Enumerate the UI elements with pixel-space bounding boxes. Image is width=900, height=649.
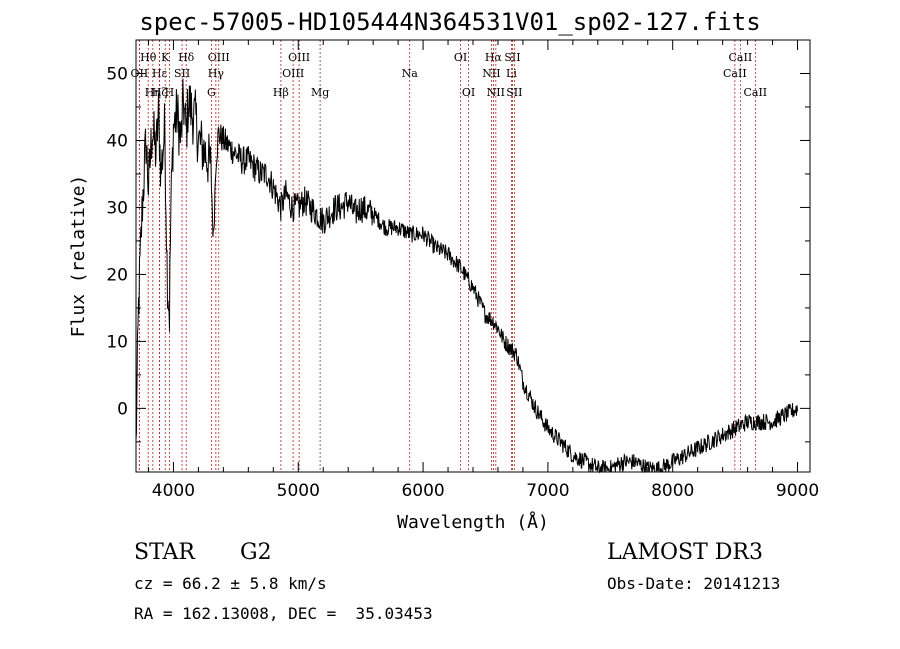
line-marker-label: SII bbox=[174, 67, 190, 80]
x-tick-label: 4000 bbox=[152, 481, 195, 501]
survey-name: LAMOST DR3 bbox=[607, 540, 763, 565]
line-marker-label: Hζ bbox=[152, 86, 168, 99]
y-tick-label: 30 bbox=[106, 198, 128, 218]
object-subclass: G2 bbox=[240, 540, 272, 565]
line-markers-group: HθOIIHηOIIKHεHζSIIHHδOIIIHγGHβOIIIOIIIMg… bbox=[131, 0, 767, 472]
x-tick-label: 7000 bbox=[526, 481, 569, 501]
y-tick-label: 0 bbox=[117, 399, 128, 419]
line-marker-label: OI bbox=[462, 86, 475, 99]
line-marker-label: Hβ bbox=[273, 86, 289, 99]
line-marker-label: SII bbox=[506, 86, 522, 99]
line-marker-label: G bbox=[207, 86, 216, 99]
line-marker-label: SII bbox=[504, 51, 520, 64]
line-marker-label: NII bbox=[482, 67, 500, 80]
observation-date: Obs-Date: 20141213 bbox=[607, 574, 781, 593]
x-tick-label: 9000 bbox=[776, 481, 819, 501]
line-marker-label: Hδ bbox=[178, 51, 195, 64]
line-marker-label: NII bbox=[487, 86, 505, 99]
line-marker-label: OI bbox=[454, 51, 467, 64]
y-tick-label: 50 bbox=[106, 64, 128, 84]
chart-title: spec-57005-HD105444N364531V01_sp02-127.f… bbox=[139, 8, 761, 36]
line-marker-label: Na bbox=[402, 67, 419, 80]
x-tick-label: 5000 bbox=[277, 481, 320, 501]
line-marker-label: H bbox=[165, 86, 175, 99]
redshift-value: cz = 66.2 ± 5.8 km/s bbox=[134, 574, 327, 593]
coordinates: RA = 162.13008, DEC = 35.03453 bbox=[134, 604, 433, 623]
line-marker-label: OIII bbox=[288, 51, 310, 64]
y-tick-label: 40 bbox=[106, 131, 128, 151]
line-marker-label: Hθ bbox=[140, 51, 157, 64]
line-marker-label: Li bbox=[506, 67, 517, 80]
x-tick-label: 8000 bbox=[651, 481, 694, 501]
line-marker-label: Hα bbox=[485, 51, 503, 64]
y-tick-label: 20 bbox=[106, 265, 128, 285]
x-tick-label: 6000 bbox=[401, 481, 444, 501]
axes-group: 4000 5000 6000 7000 8000 9000 0 10 20 30 40 50 bbox=[106, 39, 819, 501]
line-marker-label: CaII bbox=[723, 67, 747, 80]
line-marker-label: OII bbox=[131, 0, 149, 3]
plot-frame bbox=[135, 39, 811, 473]
line-marker-label: Hη bbox=[145, 86, 161, 99]
spectrum-line bbox=[135, 78, 798, 474]
line-marker-label: Hγ bbox=[208, 67, 225, 80]
y-tick-label: 10 bbox=[106, 332, 128, 352]
x-axis-label: Wavelength (Å) bbox=[397, 511, 549, 533]
line-marker-label: CaII bbox=[729, 51, 753, 64]
y-axis-label: Flux (relative) bbox=[68, 175, 89, 338]
object-class: STAR bbox=[134, 540, 195, 565]
spectrum-group bbox=[135, 78, 798, 474]
line-marker-label: CaII bbox=[743, 86, 767, 99]
line-marker-label: OIII bbox=[282, 67, 304, 80]
line-marker-label: Mg bbox=[311, 86, 329, 99]
line-marker-label: OIII bbox=[208, 51, 230, 64]
line-marker-label: K bbox=[161, 51, 170, 64]
